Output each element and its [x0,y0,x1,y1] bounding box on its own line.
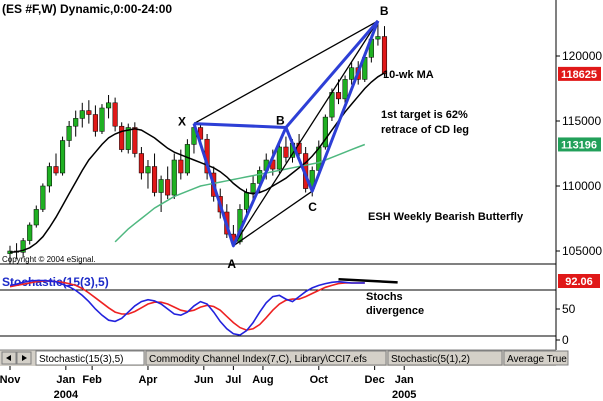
stochastic-value-label: 92.06 [565,276,593,288]
price-badge-label: 118625 [561,69,597,81]
chart-title: (ES #F,W) Dynamic,0:00-24:00 [2,2,172,16]
x-year-label: 2005 [392,389,416,401]
pattern-bd-line [284,19,380,129]
candle-body [66,125,72,141]
candle-body [158,179,164,193]
divergence-annotation-line2: divergence [366,305,424,317]
candle-body [171,159,177,196]
indicator-tab-background [503,350,569,366]
tab-scroll-right[interactable] [16,351,32,365]
pattern-point-label: B [276,114,285,128]
indicator-tab-label: Commodity Channel Index(7,C), Library\CC… [149,354,367,365]
pattern-name-annotation: ESH Weekly Bearish Butterfly [368,211,524,223]
tab-scroll-left[interactable] [1,351,17,365]
indicator-tab[interactable]: Average True [503,350,569,366]
candle-body [322,116,328,148]
candle-body [92,114,98,132]
pattern-point-label: C [308,200,317,214]
candle-body [20,240,26,253]
candle-body [40,185,46,210]
divergence-line [338,277,398,284]
price-badge-label: 113196 [561,139,597,151]
candle-body [46,166,52,187]
candle-body [73,118,79,127]
x-tick-label: Aug [252,374,273,386]
stochastic-tick-label: 0 [562,333,569,347]
indicator-tab[interactable]: Stochastic(15(3),5) [35,350,145,366]
x-tick-label: Apr [138,374,158,386]
price-tick-label: 110000 [562,179,601,193]
target-annotation-line2: retrace of CD leg [381,124,469,136]
divergence-annotation-line1: Stochs [366,291,403,303]
stochastic-tick-label: 50 [562,302,576,316]
candle-body [112,102,118,127]
x-tick-label: Jun [194,374,214,386]
candle-body [250,183,256,193]
candle-body [119,125,125,150]
x-tick-label: Jul [225,374,241,386]
candle-body [125,127,131,150]
pattern-ad-line [232,20,379,247]
x-tick-label: Nov [0,374,21,386]
candle-body [349,67,355,80]
candle-body [53,166,59,174]
x-tick-label: Jan [395,374,414,386]
indicator-tab-background [35,350,145,366]
x-tick-label: Feb [82,374,102,386]
pattern-xd-line [193,20,379,125]
stochastic-k-line [9,279,365,336]
candle-body [283,146,289,158]
candle-body [132,127,138,154]
indicator-tab-background [145,350,387,366]
candle-body [243,192,250,210]
indicator-tab-background [387,350,503,366]
candle-body [60,140,66,174]
indicator-tab-label: Stochastic(15(3),5) [39,354,123,365]
candle-body [335,92,342,100]
candle-body [99,107,105,132]
x-tick-label: Jan [56,374,75,386]
candle-body [33,209,39,226]
candle-body [151,166,158,193]
price-tick-label: 105000 [562,244,602,258]
indicator-tab-label: Average True [507,354,567,365]
candle-body [106,102,112,109]
candle-body [342,79,348,100]
candle-body [86,110,92,115]
candle-body [276,146,282,170]
price-tick-label: 115000 [562,114,601,128]
price-badge [558,66,601,81]
indicator-tab[interactable]: Commodity Channel Index(7,C), Library\CC… [145,350,387,366]
indicator-tab-label: Stochastic(5(1),2) [391,354,470,365]
ma-annotation: 10-wk MA [383,69,434,81]
pattern-xb-line [193,122,287,129]
candle-body [79,110,85,119]
x-tick-label: Dec [365,374,385,386]
pattern-point-label: X [178,115,186,129]
indicator-tab[interactable]: Stochastic(5(1),2) [387,350,503,366]
candle-body [145,166,151,174]
stochastic-value-badge [558,274,600,288]
x-tick-label: Oct [310,374,329,386]
candle-body [178,159,184,174]
ten-week-ma-line [9,72,385,254]
price-tick-label: 120000 [562,49,602,63]
candle-body [138,153,144,174]
target-annotation-line1: 1st target is 62% [381,109,468,121]
pattern-point-label: B [380,4,389,18]
pattern-point-label: A [227,257,236,271]
x-year-label: 2004 [54,389,79,401]
price-badge [558,137,601,152]
copyright-label: Copyright © 2004 eSignal. [2,255,96,264]
candle-body [27,224,33,241]
candle-body [381,36,388,75]
candle-body [375,36,381,40]
candle-body [165,179,171,196]
pattern-ac-line [233,190,313,247]
